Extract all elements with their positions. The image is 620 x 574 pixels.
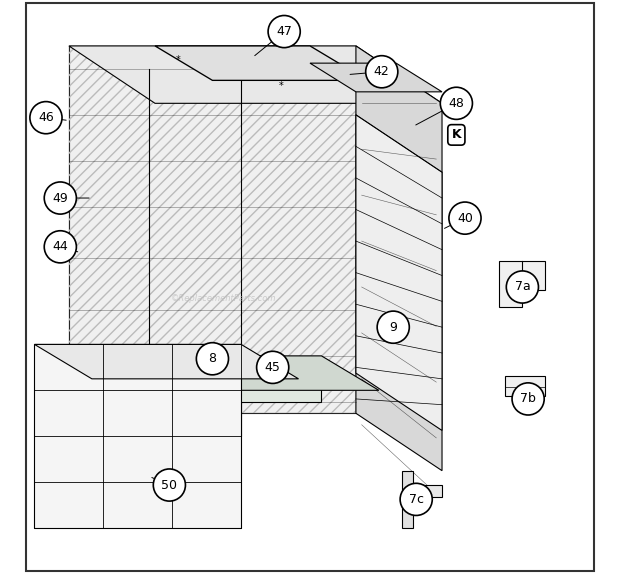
Polygon shape bbox=[356, 115, 442, 431]
Text: *: * bbox=[175, 55, 180, 65]
Circle shape bbox=[44, 182, 76, 214]
Circle shape bbox=[366, 56, 398, 88]
Text: 49: 49 bbox=[53, 192, 68, 204]
Circle shape bbox=[268, 15, 300, 48]
Text: 7b: 7b bbox=[520, 393, 536, 405]
Text: *: * bbox=[279, 81, 284, 91]
Circle shape bbox=[197, 343, 229, 375]
Text: 46: 46 bbox=[38, 111, 54, 124]
Circle shape bbox=[257, 351, 289, 383]
Circle shape bbox=[400, 483, 432, 515]
Circle shape bbox=[449, 202, 481, 234]
Text: 47: 47 bbox=[277, 25, 292, 38]
Polygon shape bbox=[414, 485, 442, 497]
Circle shape bbox=[512, 383, 544, 415]
Text: ©ReplacementParts.com: ©ReplacementParts.com bbox=[171, 294, 277, 303]
Text: 9: 9 bbox=[389, 321, 397, 333]
Polygon shape bbox=[155, 46, 368, 80]
Polygon shape bbox=[35, 344, 241, 528]
Circle shape bbox=[153, 469, 185, 501]
Circle shape bbox=[507, 271, 538, 303]
Circle shape bbox=[44, 231, 76, 263]
Text: 40: 40 bbox=[457, 212, 473, 224]
Polygon shape bbox=[310, 63, 442, 92]
Polygon shape bbox=[69, 356, 322, 436]
Text: 44: 44 bbox=[53, 241, 68, 253]
Circle shape bbox=[30, 102, 62, 134]
Polygon shape bbox=[69, 46, 442, 103]
Polygon shape bbox=[402, 471, 414, 528]
Text: K: K bbox=[451, 129, 461, 141]
Text: 48: 48 bbox=[448, 97, 464, 110]
Circle shape bbox=[440, 87, 472, 119]
Polygon shape bbox=[35, 344, 298, 379]
Polygon shape bbox=[356, 46, 442, 471]
Polygon shape bbox=[505, 376, 546, 396]
Circle shape bbox=[377, 311, 409, 343]
Text: 7a: 7a bbox=[515, 281, 530, 293]
Polygon shape bbox=[500, 261, 546, 307]
Polygon shape bbox=[69, 356, 379, 390]
Text: 7c: 7c bbox=[409, 493, 423, 506]
Text: 50: 50 bbox=[161, 479, 177, 491]
Text: 8: 8 bbox=[208, 352, 216, 365]
Text: 45: 45 bbox=[265, 361, 281, 374]
Text: 42: 42 bbox=[374, 65, 389, 78]
Polygon shape bbox=[69, 46, 356, 413]
